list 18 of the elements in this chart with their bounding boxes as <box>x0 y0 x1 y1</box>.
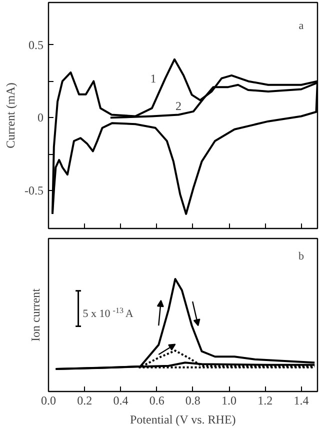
x-tick-label: 1.2 <box>258 394 273 408</box>
y-tick-label: 0.5 <box>28 38 44 52</box>
x-tick-label: 1.4 <box>294 394 309 408</box>
annotation: 2 <box>175 99 182 114</box>
x-tick-label: 0.0 <box>41 394 56 408</box>
x-tick-label: 0.6 <box>149 394 164 408</box>
x-axis-title: Potential (V vs. RHE) <box>130 412 236 426</box>
y-axis-title: Current (mA) <box>4 82 18 148</box>
x-tick-label: 0.8 <box>185 394 200 408</box>
y-tick-label: 0 <box>38 110 44 125</box>
text: b <box>298 250 304 262</box>
x-tick-label: 0.2 <box>77 394 92 408</box>
y-tick-label: -0.5 <box>24 184 44 198</box>
x-tick-label: 1.0 <box>222 394 237 408</box>
y-axis-title: Ion current <box>28 288 42 342</box>
annotation: a <box>298 20 304 32</box>
x-tick-label: 0.4 <box>113 394 128 408</box>
annotation: 1 <box>150 71 156 86</box>
